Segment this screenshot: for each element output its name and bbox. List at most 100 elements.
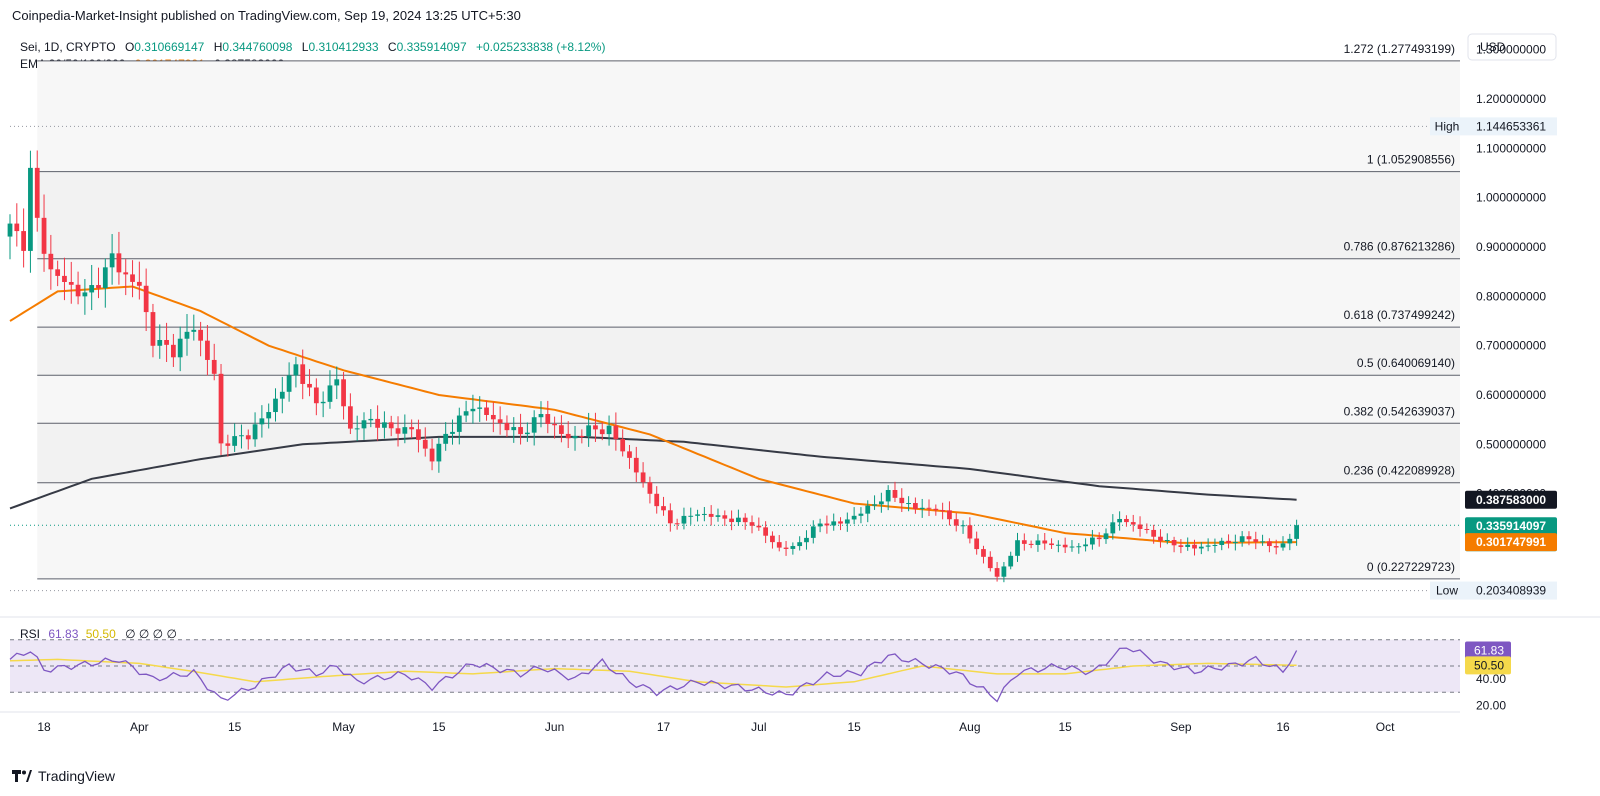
- high-value-box: [1465, 117, 1557, 136]
- candle-body: [524, 432, 530, 435]
- rsi-tick-label: 20.00: [1476, 698, 1506, 712]
- fib-zone: [37, 258, 1460, 328]
- candle-body: [1226, 540, 1231, 544]
- candle-body: [933, 508, 939, 511]
- low-label-box: [1430, 581, 1465, 600]
- candle-body: [347, 406, 353, 429]
- fib-zone: [37, 327, 1460, 376]
- candle-body: [1042, 540, 1048, 544]
- candle-body: [62, 275, 67, 283]
- candle-body: [674, 523, 680, 525]
- fib-zone: [37, 171, 1460, 259]
- candle-body: [701, 513, 707, 515]
- time-tick-label: May: [332, 720, 355, 734]
- rsi-legend-na: ∅ ∅ ∅ ∅: [125, 627, 177, 641]
- legend-h-label: H: [214, 40, 223, 54]
- candle-body: [1294, 525, 1300, 539]
- candle-body: [388, 422, 394, 429]
- currency-label: USD: [1480, 40, 1506, 54]
- candle-body: [409, 427, 415, 430]
- candle-body: [313, 387, 319, 404]
- candle-body: [593, 425, 598, 430]
- candle-body: [688, 515, 694, 517]
- price-axis[interactable]: 1.300000000 1.200000000 1.100000000 1.00000…: [1476, 43, 1546, 501]
- candle-body: [7, 223, 13, 237]
- candle-body: [191, 329, 197, 332]
- candle-body: [1008, 555, 1014, 567]
- price-tick-label: 0.900000000: [1476, 240, 1546, 254]
- candle-body: [320, 401, 326, 404]
- legend-symbol: Sei, 1D, CRYPTO: [20, 40, 116, 54]
- candle-body: [177, 338, 183, 358]
- candle-body: [892, 490, 898, 498]
- rsi-legend: RSI 61.83 50.50 ∅ ∅ ∅ ∅: [20, 627, 177, 641]
- candle-body: [450, 431, 455, 434]
- candle-body: [858, 513, 864, 516]
- time-tick-label: 15: [228, 720, 242, 734]
- candle-body: [1158, 536, 1163, 541]
- time-axis[interactable]: 18 Apr 15 May 15 Jun 17 Jul 15 Aug 15 Sep 16 Oct: [37, 720, 1395, 734]
- candle-body: [1178, 545, 1184, 547]
- candle-body: [763, 527, 769, 536]
- candle-body: [885, 490, 891, 502]
- tradingview-logo-text: TradingView: [38, 768, 116, 784]
- candle-body: [1062, 544, 1068, 548]
- tradingview-logo[interactable]: TradingView: [12, 768, 115, 784]
- candle-body: [1001, 566, 1007, 577]
- candle-body: [872, 504, 877, 506]
- fib-zone: [37, 60, 1460, 172]
- candle-body: [266, 412, 272, 419]
- candle-body: [804, 537, 809, 543]
- currency-button[interactable]: [1467, 33, 1557, 61]
- candle-body: [790, 546, 796, 549]
- candle-body: [1137, 524, 1143, 529]
- legend-change: +0.025233838 (+8.12%): [476, 40, 605, 54]
- candle-body: [1144, 528, 1150, 530]
- candle-body: [654, 493, 660, 507]
- candle-body: [1055, 544, 1061, 546]
- candle-body: [708, 513, 714, 517]
- candle-body: [484, 407, 489, 415]
- candle-body: [504, 422, 510, 431]
- candle-body: [565, 433, 571, 439]
- candle-body: [82, 292, 88, 297]
- candle-body: [1280, 543, 1286, 548]
- candle-body: [742, 517, 748, 523]
- candle-body: [994, 568, 1000, 577]
- candle-body: [218, 373, 224, 444]
- candle-body: [157, 339, 163, 346]
- candle-body: [606, 425, 612, 435]
- candle-body: [899, 497, 905, 504]
- candle-body: [620, 439, 626, 452]
- candle-body: [1015, 540, 1020, 556]
- candle-body: [341, 379, 346, 407]
- candle-body: [661, 506, 666, 511]
- candle-body: [579, 435, 585, 437]
- candle-body: [783, 547, 789, 549]
- price-tick-label: 1.200000000: [1476, 92, 1546, 106]
- candle-body: [749, 522, 755, 526]
- rsi-tick-label: 40.00: [1476, 672, 1506, 686]
- ema200-line: [9, 435, 1297, 510]
- candle-body: [974, 538, 980, 550]
- ema50-line: [9, 285, 1297, 544]
- candle-body: [470, 408, 476, 412]
- legend-close: 0.335914097: [397, 40, 467, 54]
- candle-body: [1192, 544, 1197, 549]
- candle-body: [1076, 546, 1082, 548]
- rsi-ma-tag: [1465, 656, 1511, 675]
- time-tick-label: 18: [37, 720, 51, 734]
- candle-body: [123, 272, 129, 275]
- candle-body: [906, 503, 911, 505]
- rsi-ma-tag-text: 50.50: [1474, 658, 1504, 672]
- candle-body: [1124, 518, 1129, 523]
- candle-body: [913, 503, 918, 509]
- low-value: 0.203408939: [1476, 584, 1546, 598]
- candle-body: [838, 521, 843, 524]
- candle-body: [239, 435, 244, 437]
- candle-body: [259, 418, 265, 425]
- ema-lines: [9, 285, 1297, 544]
- candle-body: [926, 507, 932, 509]
- candle-body: [1185, 544, 1191, 547]
